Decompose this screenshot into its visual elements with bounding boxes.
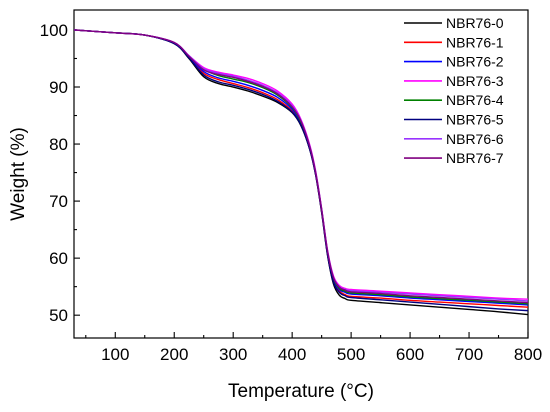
x-tick-label: 500 (337, 345, 365, 364)
x-tick-label: 100 (101, 345, 129, 364)
legend-label: NBR76-5 (446, 112, 504, 128)
y-tick-label: 50 (49, 306, 68, 325)
y-tick-label: 80 (49, 135, 68, 154)
series-line-nbr76-1 (74, 29, 528, 308)
x-axis-title: Temperature (°C) (228, 381, 374, 402)
legend-label: NBR76-1 (446, 34, 504, 50)
plot-frame (73, 9, 529, 339)
x-tick-label: 800 (514, 345, 542, 364)
series-line-nbr76-2 (74, 29, 528, 306)
series-line-nbr76-7 (74, 29, 528, 304)
series-line-nbr76-4 (74, 29, 528, 305)
x-tick-label: 600 (396, 345, 424, 364)
y-axis-title: Weight (%) (8, 127, 29, 221)
legend-label: NBR76-0 (446, 15, 504, 31)
y-tick-label: 90 (49, 78, 68, 97)
legend-label: NBR76-3 (446, 73, 504, 89)
legend-label: NBR76-6 (446, 131, 504, 147)
legend-label: NBR76-4 (446, 92, 504, 108)
y-tick-label: 60 (49, 249, 68, 268)
legend-label: NBR76-2 (446, 54, 504, 70)
x-tick-label: 400 (278, 345, 306, 364)
legend-label: NBR76-7 (446, 150, 504, 166)
y-tick-label: 70 (49, 192, 68, 211)
x-tick-label: 200 (160, 345, 188, 364)
x-tick-label: 700 (455, 345, 483, 364)
x-tick-label: 300 (219, 345, 247, 364)
y-tick-label: 100 (40, 21, 68, 40)
series-line-nbr76-5 (74, 29, 528, 312)
